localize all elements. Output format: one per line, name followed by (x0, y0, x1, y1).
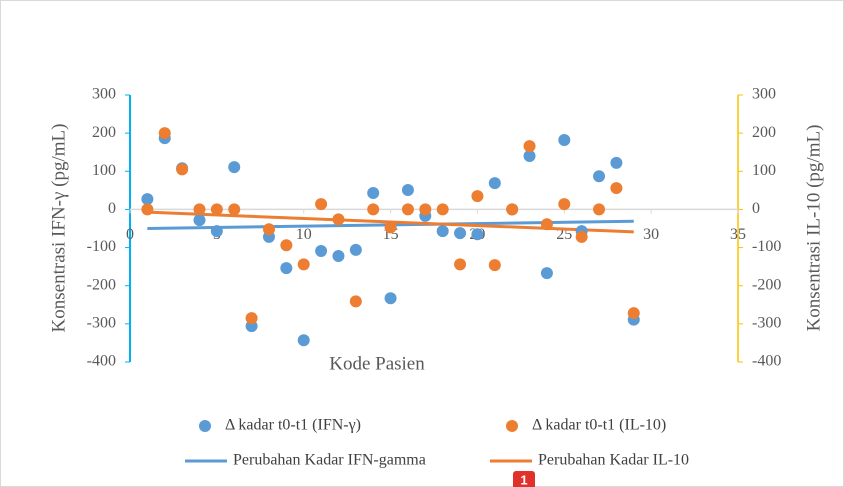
y2-tick-label: -400 (752, 353, 781, 370)
legend: Δ kadar t0-t1 (IFN-γ) Δ kadar t0-t1 (IL-1… (185, 417, 689, 469)
scatter-point (210, 203, 223, 216)
scatter-point (454, 258, 467, 271)
legend-label: Perubahan Kadar IFN-gamma (233, 452, 426, 469)
badge-text: 1 (520, 472, 527, 487)
y2-tick-label: 0 (752, 200, 760, 217)
y-axis-label: Konsentrasi IFN-γ (pg/mL) (48, 124, 69, 333)
scatter-point (540, 267, 553, 280)
scatter-point (262, 223, 275, 236)
x-tick-label: 30 (643, 226, 659, 243)
x-tick-label: 10 (296, 226, 312, 243)
scatter-point (523, 150, 536, 163)
scatter-point (471, 190, 484, 203)
scatter-point (228, 161, 241, 174)
scatter-point (384, 221, 397, 234)
legend-label: Perubahan Kadar IL-10 (538, 452, 689, 469)
scatter-point (506, 203, 519, 216)
scatter-point (627, 307, 640, 320)
legend-marker (199, 420, 211, 432)
scatter-point (193, 203, 206, 216)
scatter-point (471, 228, 484, 241)
y-tick-label: 0 (108, 200, 116, 217)
scatter-point (436, 203, 449, 216)
y-tick-label: -100 (87, 238, 116, 255)
y2-axis-label: Konsentrasi IL-10 (pg/mL) (803, 125, 824, 332)
scatter-point (297, 258, 310, 271)
y-tick-label: 200 (92, 124, 116, 141)
scatter-point (401, 203, 414, 216)
scatter-point (575, 230, 588, 243)
scatter-point (488, 259, 501, 272)
y2-tick-label: 200 (752, 124, 776, 141)
scatter-point (228, 203, 241, 216)
scatter-point (280, 262, 293, 275)
scatter-point (540, 218, 553, 231)
scatter-point (349, 243, 362, 256)
scatter-point (176, 163, 189, 176)
scatter-point (367, 187, 380, 200)
scatter-point (454, 227, 467, 240)
scatter-point (610, 182, 623, 195)
scatter-point (245, 312, 258, 325)
scatter-point (332, 213, 345, 226)
scatter-point (297, 334, 310, 347)
scatter-point (384, 292, 397, 305)
scatter-point (610, 156, 623, 169)
x-tick-label: 35 (730, 226, 746, 243)
scatter-point (558, 198, 571, 211)
scatter-point (141, 203, 154, 216)
y2-tick-label: -200 (752, 276, 781, 293)
scatter-point (315, 198, 328, 211)
scatter-point (488, 177, 501, 190)
y-tick-label: -400 (87, 353, 116, 370)
scatter-point (593, 203, 606, 216)
y2-tick-label: -100 (752, 238, 781, 255)
scatter-point (141, 193, 154, 206)
scatter-point (158, 127, 171, 140)
scatter-point (558, 134, 571, 147)
scatter-point (523, 140, 536, 153)
scatter-point (367, 203, 380, 216)
scatter-point (210, 225, 223, 238)
scatter-point (436, 225, 449, 238)
legend-marker (506, 420, 518, 432)
y-tick-label: -300 (87, 315, 116, 332)
scatter-point (349, 295, 362, 308)
badge (513, 471, 535, 487)
y-tick-label: 300 (92, 86, 116, 103)
y2-tick-label: 300 (752, 86, 776, 103)
y-tick-label: -200 (87, 276, 116, 293)
scatter-point (315, 245, 328, 258)
legend-label: Δ kadar t0-t1 (IFN-γ) (225, 417, 361, 434)
scatter-point (332, 249, 345, 262)
x-axis-label: Kode Pasien (329, 353, 425, 374)
scatter-point (193, 214, 206, 227)
scatter-point (401, 183, 414, 196)
x-tick-label: 0 (126, 226, 134, 243)
scatter-point (280, 239, 293, 252)
legend-label: Δ kadar t0-t1 (IL-10) (532, 417, 666, 434)
scatter-point (593, 170, 606, 183)
y2-tick-label: 100 (752, 162, 776, 179)
y-tick-label: 100 (92, 162, 116, 179)
scatter-point (419, 203, 432, 216)
y2-tick-label: -300 (752, 315, 781, 332)
